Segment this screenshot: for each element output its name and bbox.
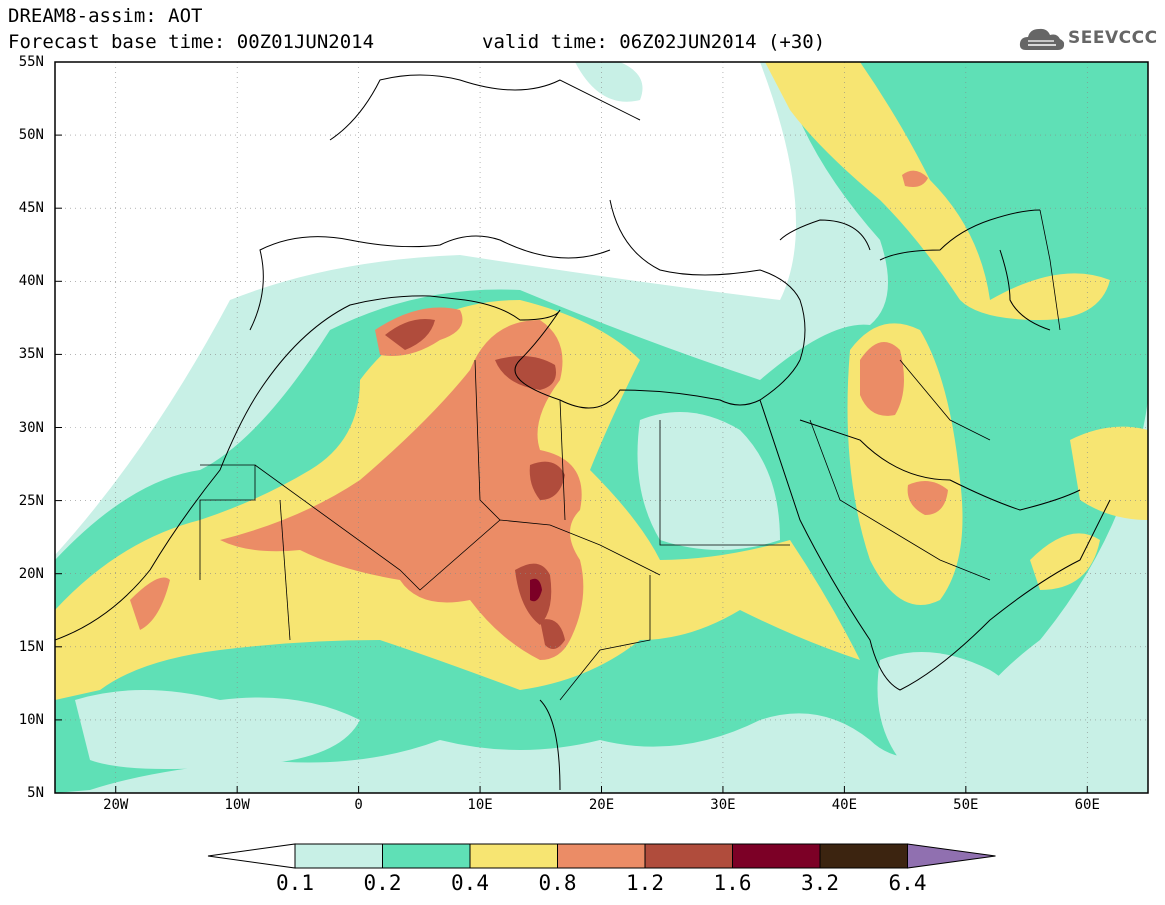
aot-level-0.4-caspian [765,62,1110,320]
forecast-base-time: Forecast base time: 00Z01JUN2014 [8,31,375,53]
cloud-icon [1019,28,1065,50]
map-title: DREAM8-assim: AOT [8,5,203,27]
longitude-tick-label: 20E [588,797,615,813]
longitude-tick-label: 60E [1074,797,1100,813]
latitude-tick-label: 35N [18,346,44,363]
colorbar-level-label: 0.2 [363,871,402,895]
aot-hole-egypt [637,412,780,550]
colorbar [207,843,996,869]
aot-hole-sahel [75,690,360,769]
colorbar-level-label: 0.8 [538,871,577,895]
aot-hole-horn [877,652,1026,775]
latitude-tick-label: 40N [18,273,44,290]
latitude-tick-label: 55N [18,54,44,70]
aot-level-0.8 [130,320,584,660]
valid-time: valid time: 06Z02JUN2014 (+30) [482,31,826,53]
colorbar-under-arrow [207,843,296,869]
latitude-tick-label: 5N [27,785,44,801]
aot-level-0.8-saudi [907,481,948,515]
aot-level-0.8-iraq [860,342,904,416]
colorbar-level-label: 6.4 [888,871,927,895]
colorbar-level-label: 0.1 [276,871,314,895]
colorbar-over-arrow [907,843,996,869]
colorbar-level-label: 1.6 [713,871,752,895]
latitude-tick-label: 20N [18,565,44,582]
latitude-tick-label: 45N [18,200,44,217]
seevccc-logo: SEEVCCC [1018,24,1158,54]
longitude-tick-label: 20W [103,797,129,813]
longitude-tick-label: 40E [831,797,858,813]
aot-level-0.8-ukraine [902,170,928,187]
latitude-tick-label: 25N [18,492,44,509]
colorbar-swatch [382,843,471,869]
latitude-tick-label: 50N [18,127,44,144]
colorbar-level-label: 3.2 [801,871,839,895]
aot-fields [55,62,1148,793]
aot-level-0.1-east [575,62,643,102]
longitude-tick-label: 10E [467,797,493,813]
colorbar-level-label: 0.4 [451,871,489,895]
axis-ticks [55,61,1088,794]
aot-level-1.6-max [530,578,542,602]
longitude-tick-label: 0 [354,797,363,813]
aot-level-0.4-oman [1030,533,1100,590]
aot-level-1.2-libya [529,461,565,500]
latitude-tick-label: 15N [18,638,44,655]
latitude-tick-label: 10N [18,711,44,728]
coastlines [55,74,1111,791]
colorbar-level-label: 1.2 [626,871,664,895]
colorbar-swatch [557,843,646,869]
colorbar-swatch [294,843,383,869]
aot-level-1.2-chad [540,619,565,649]
aot-level-0.4-iran [1070,426,1148,520]
logo-text: SEEVCCC [1068,28,1158,48]
colorbar-swatch [469,843,558,869]
colorbar-swatch [732,843,821,869]
aot-level-1.2-tunisia [495,356,556,390]
longitude-tick-label: 50E [953,797,979,813]
colorbar-swatch [819,843,908,869]
latitude-tick-label: 30N [18,419,44,436]
aot-level-1.2-algeria [385,319,435,350]
country-borders [199,209,1061,701]
longitude-tick-label: 10W [224,797,250,813]
colorbar-swatch [644,843,733,869]
longitude-tick-label: 30E [710,797,736,813]
